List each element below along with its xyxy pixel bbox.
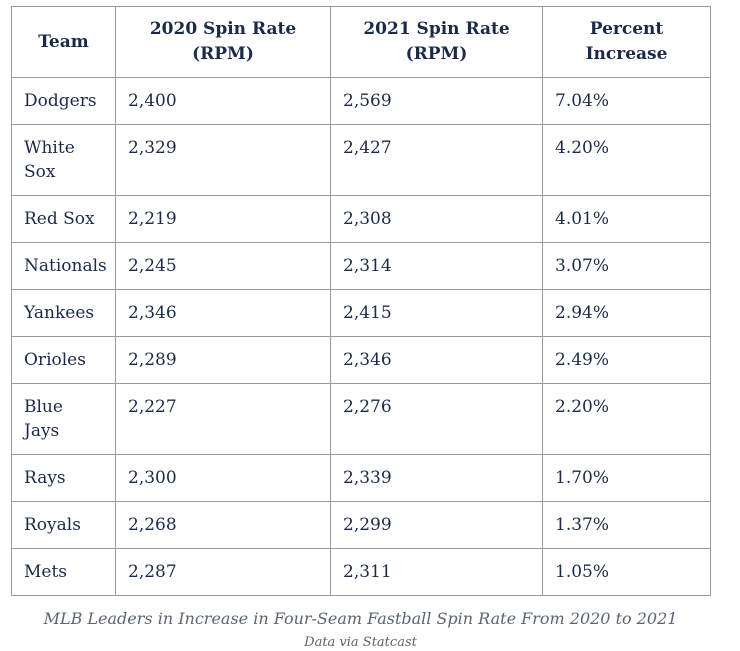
column-header-team: Team <box>11 6 116 78</box>
team-cell: White Sox <box>11 124 116 196</box>
value-cell: 2,339 <box>330 454 543 502</box>
header-line: Team <box>38 31 89 52</box>
value-cell: 2,427 <box>330 124 543 196</box>
header-line: 2020 Spin Rate <box>149 19 297 39</box>
team-cell: Royals <box>11 501 116 549</box>
table-row: Orioles 2,289 2,346 2.49% <box>11 336 711 384</box>
value-cell: 2,299 <box>330 501 543 549</box>
value-cell: 2,308 <box>330 195 543 243</box>
column-header-2021-spin-rate: 2021 Spin Rate (RPM) <box>330 6 543 78</box>
value-cell: 2,346 <box>115 289 331 337</box>
table-row: Royals 2,268 2,299 1.37% <box>11 501 711 549</box>
team-cell: Dodgers <box>11 77 116 125</box>
table-row: Yankees 2,346 2,415 2.94% <box>11 289 711 337</box>
value-cell: 2,314 <box>330 242 543 290</box>
value-cell: 1.70% <box>542 454 711 502</box>
table-row: Red Sox 2,219 2,308 4.01% <box>11 195 711 243</box>
header-line: Percent <box>589 19 664 39</box>
value-cell: 2,569 <box>330 77 543 125</box>
value-cell: 2,400 <box>115 77 331 125</box>
value-cell: 4.01% <box>542 195 711 243</box>
team-cell: Red Sox <box>11 195 116 243</box>
value-cell: 2.94% <box>542 289 711 337</box>
table-row: Blue Jays 2,227 2,276 2.20% <box>11 383 711 455</box>
header-line: 2021 Spin Rate <box>363 19 510 39</box>
value-cell: 2,311 <box>330 548 543 596</box>
value-cell: 2,289 <box>115 336 331 384</box>
value-cell: 2.49% <box>542 336 711 384</box>
team-cell: Mets <box>11 548 116 596</box>
value-cell: 2,276 <box>330 383 543 455</box>
table-row: Mets 2,287 2,311 1.05% <box>11 548 711 596</box>
caption-source: Data via Statcast <box>304 635 417 650</box>
table-row: Rays 2,300 2,339 1.70% <box>11 454 711 502</box>
team-cell: Rays <box>11 454 116 502</box>
value-cell: 2,219 <box>115 195 331 243</box>
value-cell: 3.07% <box>542 242 711 290</box>
table-header: Team 2020 Spin Rate (RPM) 2021 Spin Rate… <box>11 6 711 78</box>
spin-rate-figure: Team 2020 Spin Rate (RPM) 2021 Spin Rate… <box>11 6 711 651</box>
value-cell: 2,287 <box>115 548 331 596</box>
team-cell: Orioles <box>11 336 116 384</box>
value-cell: 2,268 <box>115 501 331 549</box>
value-cell: 2.20% <box>542 383 711 455</box>
header-line: Increase <box>585 44 668 64</box>
value-cell: 2,245 <box>115 242 331 290</box>
figure-caption: MLB Leaders in Increase in Four-Seam Fas… <box>11 609 710 651</box>
team-cell: Yankees <box>11 289 116 337</box>
table-body: Dodgers 2,400 2,569 7.04% White Sox 2,329 2,42… <box>11 77 711 596</box>
value-cell: 2,415 <box>330 289 543 337</box>
header-line: (RPM) <box>405 44 468 64</box>
team-cell: Blue Jays <box>11 383 116 455</box>
header-row: Team 2020 Spin Rate (RPM) 2021 Spin Rate… <box>11 6 711 78</box>
column-header-2020-spin-rate: 2020 Spin Rate (RPM) <box>115 6 331 78</box>
caption-title: MLB Leaders in Increase in Four-Seam Fas… <box>43 609 678 628</box>
value-cell: 1.05% <box>542 548 711 596</box>
table-row: White Sox 2,329 2,427 4.20% <box>11 124 711 196</box>
team-cell: Nationals <box>11 242 116 290</box>
value-cell: 7.04% <box>542 77 711 125</box>
value-cell: 2,346 <box>330 336 543 384</box>
spin-rate-table: Team 2020 Spin Rate (RPM) 2021 Spin Rate… <box>11 6 711 596</box>
header-line: (RPM) <box>192 44 254 64</box>
value-cell: 2,300 <box>115 454 331 502</box>
table-row: Nationals 2,245 2,314 3.07% <box>11 242 711 290</box>
table-row: Dodgers 2,400 2,569 7.04% <box>11 77 711 125</box>
column-header-percent-increase: Percent Increase <box>542 6 711 78</box>
value-cell: 4.20% <box>542 124 711 196</box>
value-cell: 2,329 <box>115 124 331 196</box>
value-cell: 1.37% <box>542 501 711 549</box>
value-cell: 2,227 <box>115 383 331 455</box>
